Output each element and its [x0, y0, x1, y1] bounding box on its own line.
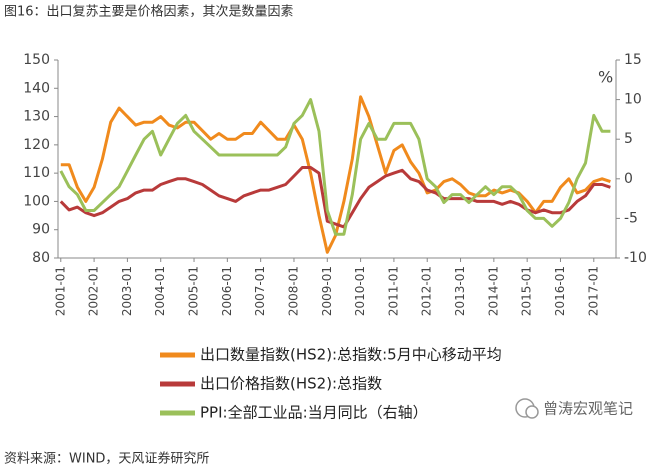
- series-line: [59, 166, 611, 229]
- x-tick-label: 2002-01: [87, 266, 101, 316]
- x-tick-label: 2017-01: [586, 266, 600, 316]
- x-tick-label: 2010-01: [353, 266, 367, 316]
- x-tick-label: 2004-01: [153, 266, 167, 316]
- x-tick-label: 2008-01: [286, 266, 300, 316]
- x-tick-label: 2011-01: [386, 266, 400, 316]
- y-tick-label: 150: [23, 52, 50, 68]
- y2-tick-label: -10: [624, 250, 647, 266]
- y-tick-label: 140: [23, 80, 50, 96]
- x-tick-label: 2007-01: [253, 266, 267, 316]
- x-tick-label: 2005-01: [187, 266, 201, 316]
- x-tick-label: 2015-01: [520, 266, 534, 316]
- y2-tick-label: 5: [624, 131, 633, 147]
- series-line: [59, 98, 611, 236]
- y-tick-label: 90: [32, 222, 50, 238]
- y2-tick-label: 0: [624, 171, 633, 187]
- y-tick-label: 120: [23, 137, 50, 153]
- y2-axis-label: %: [598, 68, 613, 87]
- x-tick-label: 2003-01: [120, 266, 134, 316]
- y-tick-label: 80: [32, 250, 50, 266]
- y-tick-label: 110: [23, 165, 50, 181]
- x-tick-label: 2014-01: [486, 266, 500, 316]
- y2-tick-label: 10: [624, 92, 642, 108]
- legend-label: 出口价格指数(HS2):总指数: [200, 375, 382, 393]
- x-tick-label: 2013-01: [453, 266, 467, 316]
- series-line: [60, 95, 611, 254]
- x-tick-label: 2016-01: [553, 266, 567, 316]
- x-tick-label: 2006-01: [220, 266, 234, 316]
- legend-label: 出口数量指数(HS2):总指数:5月中心移动平均: [200, 346, 502, 364]
- x-tick-label: 2012-01: [420, 266, 434, 316]
- y-tick-label: 100: [23, 193, 50, 209]
- watermark-icon: [515, 398, 539, 419]
- legend-label: PPI:全部工业品:当月同比（右轴）: [200, 404, 428, 422]
- chart-title: 图16：出口复苏主要是价格因素，其次是数量因素: [4, 4, 294, 20]
- y2-tick-label: -5: [624, 210, 638, 226]
- source-note: 资料来源：WIND，天风证券研究所: [4, 451, 209, 467]
- y-tick-label: 130: [23, 109, 50, 125]
- watermark: 曾涛宏观笔记: [543, 400, 633, 418]
- y2-tick-label: 15: [624, 52, 642, 68]
- x-tick-label: 2001-01: [53, 266, 67, 316]
- x-tick-label: 2009-01: [320, 266, 334, 316]
